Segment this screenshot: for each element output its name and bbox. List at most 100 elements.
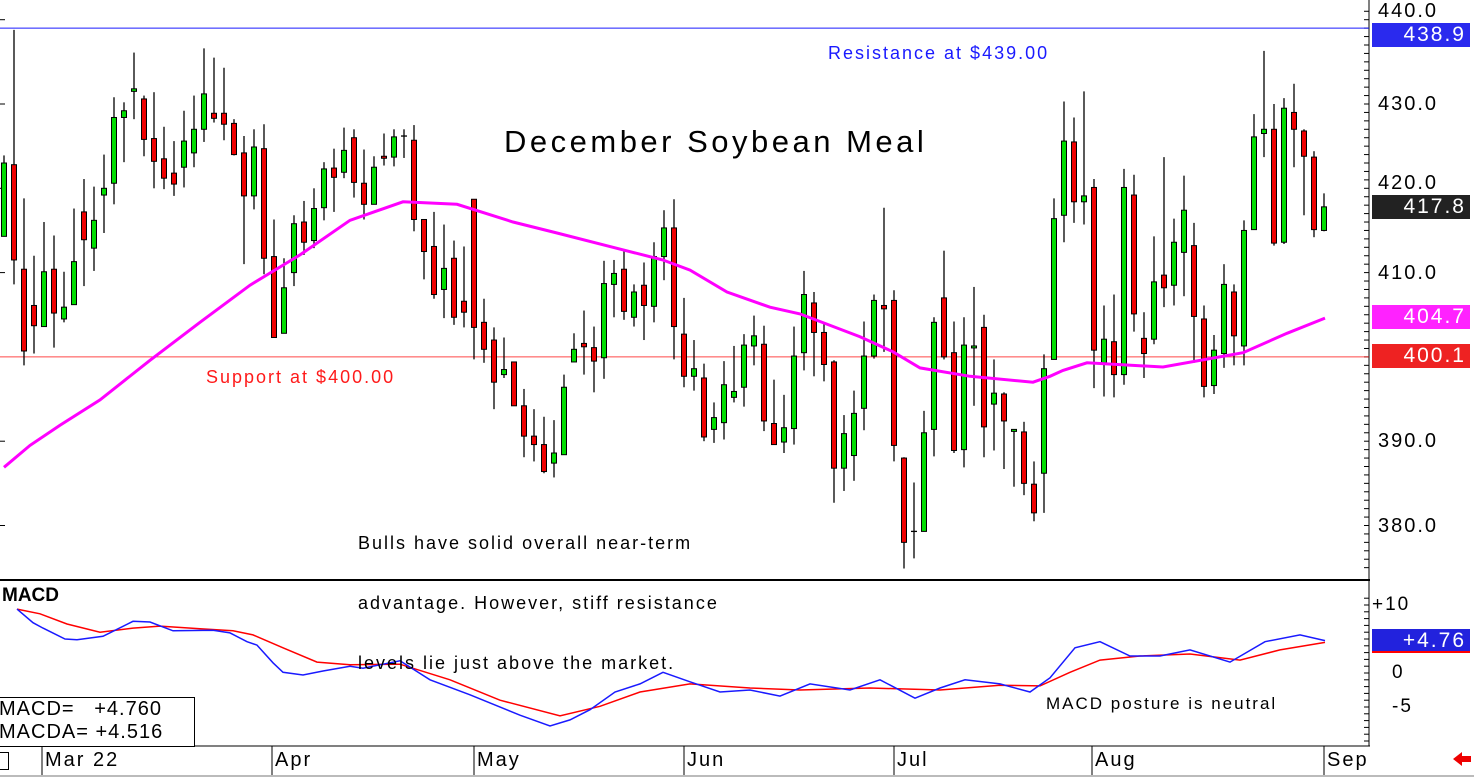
candle-up: [561, 386, 567, 456]
candle-down: [1201, 318, 1207, 387]
candle-down: [881, 304, 887, 310]
candle-down: [681, 333, 687, 377]
month-label: Aug: [1095, 749, 1137, 771]
candle-up: [1211, 349, 1217, 387]
candle-down: [771, 422, 777, 446]
candle-up: [181, 140, 187, 168]
candle-up: [91, 219, 97, 249]
candle-up: [991, 392, 997, 405]
candle-up: [841, 433, 847, 469]
month-label: Jul: [897, 749, 929, 771]
candle-up: [291, 223, 297, 274]
candle-down: [301, 221, 307, 243]
candle-up: [391, 136, 397, 158]
candle-down: [171, 172, 177, 185]
candle-down: [431, 245, 437, 296]
candle-up: [551, 452, 557, 464]
candle-down: [241, 152, 247, 197]
month-label: Apr: [275, 749, 313, 771]
candle-down: [1111, 341, 1117, 376]
candle-up: [651, 256, 657, 307]
support-label: Support at $400.00: [206, 367, 396, 387]
indicator-lines: [3, 200, 1326, 727]
month-label: Jun: [687, 749, 726, 771]
candle-up: [371, 166, 377, 205]
candle-up: [321, 168, 327, 209]
candle-down: [941, 297, 947, 358]
candle-down: [621, 268, 627, 312]
candle-up: [501, 369, 507, 376]
candle-up: [751, 335, 757, 347]
candle-up: [781, 427, 787, 443]
candle-down: [231, 122, 237, 156]
candle-up: [931, 321, 937, 430]
candle-up: [341, 149, 347, 173]
candle-up: [441, 267, 447, 290]
candle-down: [891, 299, 897, 446]
candle-down: [581, 342, 587, 348]
candle-down: [901, 457, 907, 543]
price-tick-label: 420.0: [1378, 171, 1439, 194]
candle-up: [1241, 229, 1247, 347]
candle-down: [1071, 141, 1077, 203]
price-tick-label: 440.0: [1378, 0, 1439, 22]
scroll-left-arrow-icon[interactable]: [1453, 752, 1471, 766]
candle-up: [851, 412, 857, 457]
candle-down: [361, 182, 367, 205]
candle-down: [831, 361, 837, 469]
candle-up: [61, 306, 67, 320]
candle-down: [531, 435, 537, 446]
candle-down: [271, 256, 277, 339]
candle-up: [1101, 338, 1107, 364]
candle-up: [1121, 186, 1127, 376]
candle-up: [191, 128, 197, 154]
commentary-annotation: Bulls have solid overall near-term advan…: [358, 493, 719, 693]
candle-up: [711, 417, 717, 430]
candle-up: [871, 299, 877, 357]
price-tick-label: 390.0: [1378, 430, 1439, 453]
candle-up: [111, 116, 117, 184]
candle-down: [351, 137, 357, 183]
candle-down: [161, 158, 167, 179]
scroll-box-icon[interactable]: [0, 752, 9, 770]
candle-up: [311, 208, 317, 242]
candle-down: [641, 284, 647, 306]
candle-down: [511, 361, 517, 407]
candle-up: [571, 348, 577, 363]
candle-down: [1131, 194, 1137, 315]
macd-readout: MACD= +4.760 MACDA= +4.516: [0, 697, 195, 747]
candle-up: [131, 88, 137, 92]
macd-value-tag: +4.76: [1372, 628, 1470, 653]
month-label: May: [477, 749, 521, 771]
month-label: Sep: [1327, 749, 1369, 771]
candle-down: [11, 164, 17, 261]
candle-up: [971, 345, 977, 349]
candle-down: [541, 444, 547, 473]
candle-up: [101, 187, 107, 196]
candle-down: [81, 211, 87, 241]
candle-up: [281, 287, 287, 334]
candle-down: [261, 148, 267, 259]
candle-down: [481, 321, 487, 350]
candle-down: [421, 218, 427, 253]
macd-tick-label: +10: [1372, 594, 1411, 615]
chart-title: December Soybean Meal: [504, 124, 928, 159]
resistance-price-tag: 438.9: [1372, 23, 1470, 47]
candle-up: [1281, 107, 1287, 243]
candle-up: [921, 432, 927, 532]
candle-down: [461, 300, 467, 313]
candle-down: [761, 343, 767, 422]
candle-down: [1301, 130, 1307, 157]
candle-down: [491, 339, 497, 383]
candle-up: [861, 355, 867, 409]
candle-up: [661, 227, 667, 258]
candle-down: [331, 167, 337, 178]
macd-note: MACD posture is neutral: [1046, 694, 1278, 713]
candle-down: [1141, 337, 1147, 355]
candle-up: [1041, 368, 1047, 474]
candle-up: [1061, 140, 1067, 216]
candle-down: [1091, 186, 1097, 351]
resistance-label: Resistance at $439.00: [828, 43, 1050, 63]
